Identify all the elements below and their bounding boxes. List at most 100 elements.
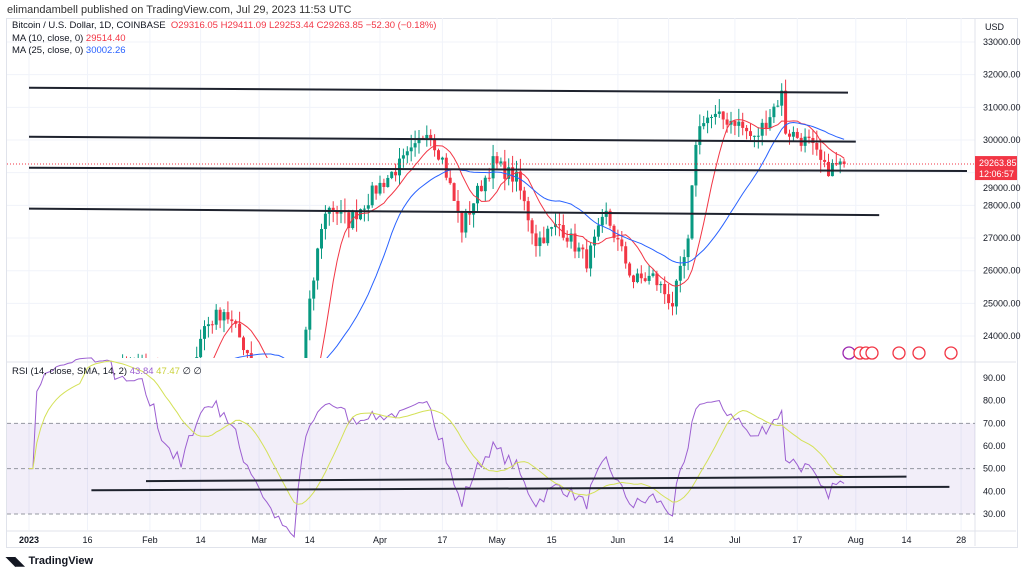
candle-body bbox=[710, 117, 713, 119]
candle-body bbox=[433, 139, 437, 151]
candle-body bbox=[362, 208, 366, 210]
candle-body bbox=[706, 117, 710, 124]
event-flag-icon bbox=[944, 346, 958, 360]
rsi-tick-label: 70.00 bbox=[983, 418, 1006, 428]
candle-body bbox=[370, 185, 374, 206]
candle-body bbox=[452, 183, 456, 201]
candle-body bbox=[557, 224, 561, 226]
candle-body bbox=[764, 122, 768, 129]
time-tick-label: 15 bbox=[547, 535, 557, 545]
rsi-trendline bbox=[91, 485, 950, 492]
candle-body bbox=[460, 211, 464, 233]
candle-body bbox=[335, 211, 339, 214]
time-tick-label: 2023 bbox=[19, 535, 39, 545]
candle-body bbox=[780, 90, 784, 106]
candle-body bbox=[838, 161, 842, 165]
candle-body bbox=[737, 121, 741, 126]
candle-body bbox=[444, 157, 448, 178]
price-tick-label: 32000.00 bbox=[983, 70, 1021, 80]
candle-body bbox=[671, 303, 674, 307]
candle-body bbox=[784, 90, 788, 134]
candle-body bbox=[94, 409, 97, 411]
candle-body bbox=[495, 156, 499, 164]
candle-body bbox=[429, 134, 433, 140]
candle-body bbox=[632, 275, 635, 283]
candle-body bbox=[698, 126, 702, 145]
candle-body bbox=[507, 167, 511, 179]
candle-body bbox=[55, 528, 58, 541]
tradingview-logo-icon: ◥◣ bbox=[6, 554, 25, 568]
candle-body bbox=[682, 257, 686, 266]
candle-body bbox=[678, 265, 682, 281]
candle-body bbox=[702, 123, 706, 127]
candle-body bbox=[827, 161, 830, 177]
candle-body bbox=[616, 237, 620, 240]
candle-body bbox=[320, 229, 323, 249]
tradingview-footer[interactable]: ◥◣ TradingView bbox=[6, 554, 93, 568]
candle-body bbox=[530, 220, 534, 234]
candle-body bbox=[316, 248, 320, 281]
event-flag-icon bbox=[842, 346, 856, 360]
candle-body bbox=[390, 171, 394, 178]
candle-body bbox=[542, 237, 546, 244]
candle-body bbox=[643, 278, 647, 281]
candle-body bbox=[483, 177, 487, 192]
candle-body bbox=[647, 275, 651, 281]
time-tick-label: May bbox=[488, 535, 506, 545]
candle-body bbox=[674, 280, 678, 307]
candle-body bbox=[59, 521, 62, 528]
candle-body bbox=[522, 190, 526, 202]
price-trendline bbox=[28, 166, 968, 173]
high-value: H29411.09 bbox=[220, 20, 267, 31]
candle-body bbox=[230, 319, 234, 322]
candle-body bbox=[398, 158, 401, 176]
time-tick-label: 16 bbox=[82, 535, 92, 545]
time-tick-label: 28 bbox=[956, 535, 966, 545]
rsi-sma-value: 47.47 bbox=[156, 366, 180, 377]
candle-body bbox=[456, 200, 460, 212]
rsi-label[interactable]: RSI (14, close, SMA, 14, 2) bbox=[12, 366, 128, 377]
time-tick-label: 14 bbox=[901, 535, 911, 545]
candle-body bbox=[164, 390, 167, 392]
candle-body bbox=[262, 376, 265, 387]
candle-body bbox=[304, 329, 308, 358]
rsi-extra-1: ∅ bbox=[182, 366, 191, 377]
candle-body bbox=[491, 156, 495, 179]
rsi-tick-label: 30.00 bbox=[983, 509, 1006, 519]
rsi-tick-label: 90.00 bbox=[983, 373, 1006, 383]
candle-body bbox=[815, 143, 819, 150]
ma25-value: 30002.26 bbox=[85, 45, 126, 56]
candle-body bbox=[214, 309, 218, 325]
event-flag-icon bbox=[892, 346, 906, 360]
candle-body bbox=[378, 182, 382, 194]
candle-body bbox=[593, 236, 596, 246]
candle-body bbox=[639, 273, 643, 279]
price-trendline bbox=[28, 207, 880, 217]
candle-body bbox=[534, 233, 538, 247]
candle-body bbox=[222, 312, 226, 321]
candle-body bbox=[172, 395, 175, 402]
ma25-label[interactable]: MA (25, close, 0) bbox=[12, 45, 84, 56]
candle-body bbox=[659, 283, 663, 286]
chart-frame bbox=[6, 18, 1018, 548]
candle-body bbox=[745, 127, 749, 132]
candle-body bbox=[141, 360, 144, 361]
candle-body bbox=[47, 545, 50, 548]
candle-body bbox=[760, 122, 764, 136]
candle-body bbox=[721, 111, 725, 120]
price-tick-label: 25000.00 bbox=[983, 298, 1021, 308]
candle-body bbox=[238, 323, 242, 338]
time-tick-label: Jul bbox=[729, 535, 741, 545]
price-tick-label: 29000.00 bbox=[983, 183, 1021, 193]
candle-body bbox=[589, 245, 593, 269]
candle-body bbox=[667, 294, 671, 304]
candle-body bbox=[98, 392, 101, 411]
low-value: L29253.44 bbox=[269, 20, 314, 31]
candle-body bbox=[565, 237, 569, 242]
candle-body bbox=[405, 151, 409, 156]
candle-body bbox=[842, 161, 846, 165]
time-tick-label: 17 bbox=[437, 535, 447, 545]
ma10-label[interactable]: MA (10, close, 0) bbox=[12, 32, 84, 44]
candle-body bbox=[749, 131, 752, 136]
